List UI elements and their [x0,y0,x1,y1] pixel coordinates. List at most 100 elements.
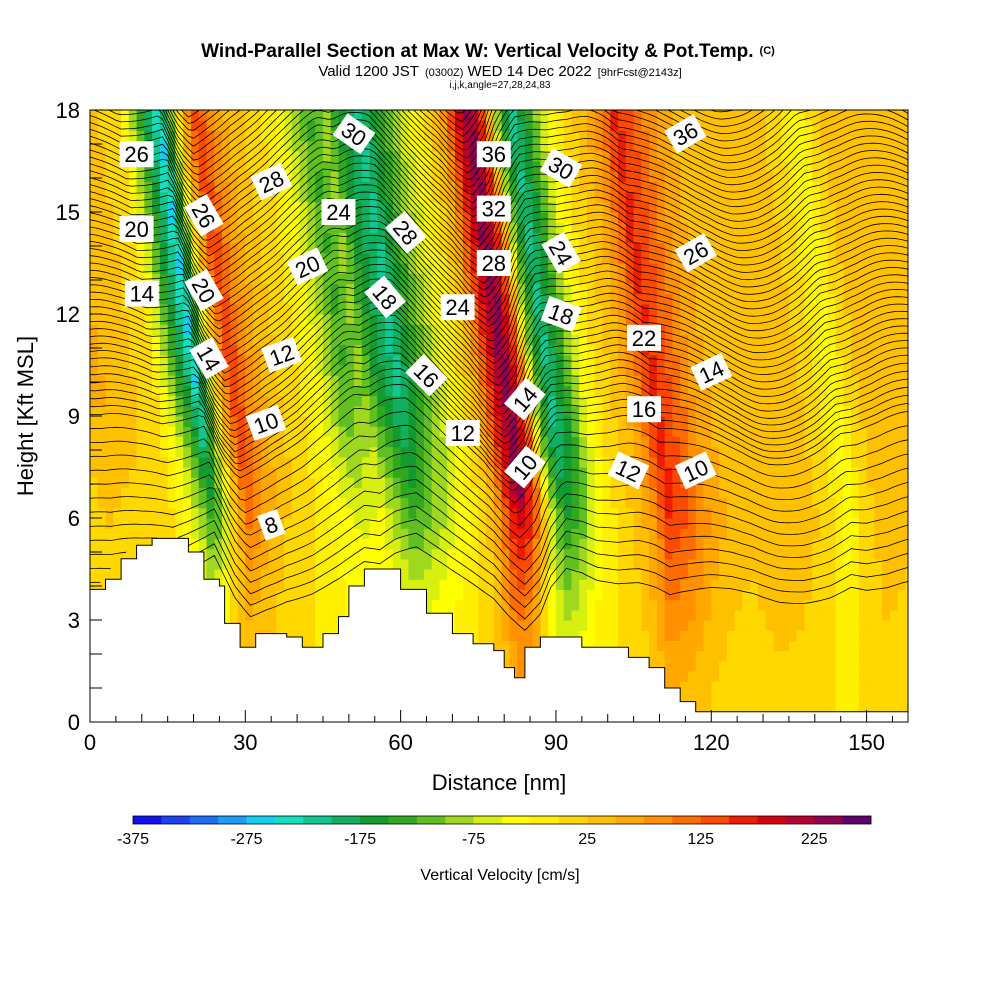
velocity-cell [462,120,472,131]
velocity-cell [105,426,114,437]
velocity-cell [695,344,705,356]
velocity-cell [167,344,177,356]
velocity-cell [408,456,417,468]
chart-title-mark: (C) [760,45,776,57]
velocity-cell [726,171,736,182]
velocity-cell [579,273,588,284]
velocity-cell [431,487,441,499]
velocity-cell [222,569,231,580]
velocity-cell [431,181,441,193]
velocity-cell [90,293,99,305]
velocity-cell [315,436,324,448]
velocity-cell [315,426,324,437]
velocity-cell [695,405,705,417]
velocity-cell [695,671,705,682]
velocity-cell [719,242,728,254]
velocity-cell [175,263,184,274]
velocity-cell [649,569,658,580]
velocity-cell [245,191,254,203]
velocity-cell [625,436,635,448]
velocity-cell [517,232,526,244]
velocity-cell [253,252,262,264]
velocity-cell [136,467,145,478]
velocity-cell [175,487,184,499]
velocity-cell [245,456,254,468]
velocity-cell [501,650,510,662]
velocity-cell [594,599,604,611]
velocity-cell [385,130,394,142]
velocity-cell [555,579,565,590]
velocity-cell [268,569,277,580]
velocity-cell [656,191,666,203]
velocity-cell [206,487,215,499]
velocity-cell [571,426,580,437]
velocity-cell [587,314,596,325]
velocity-cell [284,558,293,570]
velocity-cell [330,416,340,427]
velocity-cell [656,130,666,142]
velocity-cell [253,456,262,468]
velocity-cell [191,334,200,346]
velocity-cell [121,467,130,478]
velocity-cell [245,436,254,448]
velocity-cell [276,569,285,580]
velocity-cell [128,548,138,560]
velocity-cell [284,569,293,580]
velocity-cell [222,599,231,611]
velocity-cell [128,120,138,131]
velocity-cell [113,201,122,213]
velocity-cell [191,303,200,315]
velocity-cell [377,558,386,570]
velocity-cell [470,120,479,131]
velocity-cell [501,120,510,131]
velocity-cell [517,640,526,652]
velocity-cell [113,528,122,539]
velocity-cell [315,507,324,519]
velocity-cell [587,620,596,631]
velocity-cell [524,365,534,376]
velocity-cell [672,314,681,325]
velocity-cell [276,385,285,397]
velocity-cell [214,436,223,448]
velocity-cell [656,365,666,376]
velocity-cell [478,375,487,386]
velocity-cell [625,579,635,590]
velocity-cell [346,467,355,478]
velocity-cell [113,263,122,274]
velocity-cell [369,497,378,509]
velocity-cell [222,314,231,325]
velocity-cell [719,548,728,560]
velocity-cell [532,263,542,274]
velocity-cell [299,140,309,152]
velocity-cell [354,375,363,386]
velocity-cell [719,314,728,325]
velocity-cell [175,528,184,539]
velocity-cell [548,263,557,274]
velocity-cell [703,436,712,448]
velocity-cell [548,497,557,509]
velocity-cell [136,110,145,121]
velocity-cell [641,569,650,580]
velocity-cell [416,303,425,315]
velocity-cell [610,620,619,631]
velocity-cell [105,538,114,550]
velocity-cell [299,130,309,142]
velocity-cell [711,334,720,346]
velocity-cell [136,242,145,254]
velocity-cell [524,558,534,570]
velocity-cell [400,436,409,448]
velocity-cell [229,375,239,386]
velocity-cell [695,263,705,274]
velocity-cell [532,446,542,458]
velocity-cell [423,191,433,203]
velocity-cell [649,242,658,254]
velocity-cell [470,354,479,366]
velocity-cell [719,385,728,397]
velocity-cell [711,273,720,284]
velocity-cell [167,385,177,397]
velocity-cell [633,579,642,590]
velocity-cell [486,620,495,631]
velocity-cell [462,558,472,570]
velocity-cell [206,497,215,509]
velocity-cell [369,518,378,529]
